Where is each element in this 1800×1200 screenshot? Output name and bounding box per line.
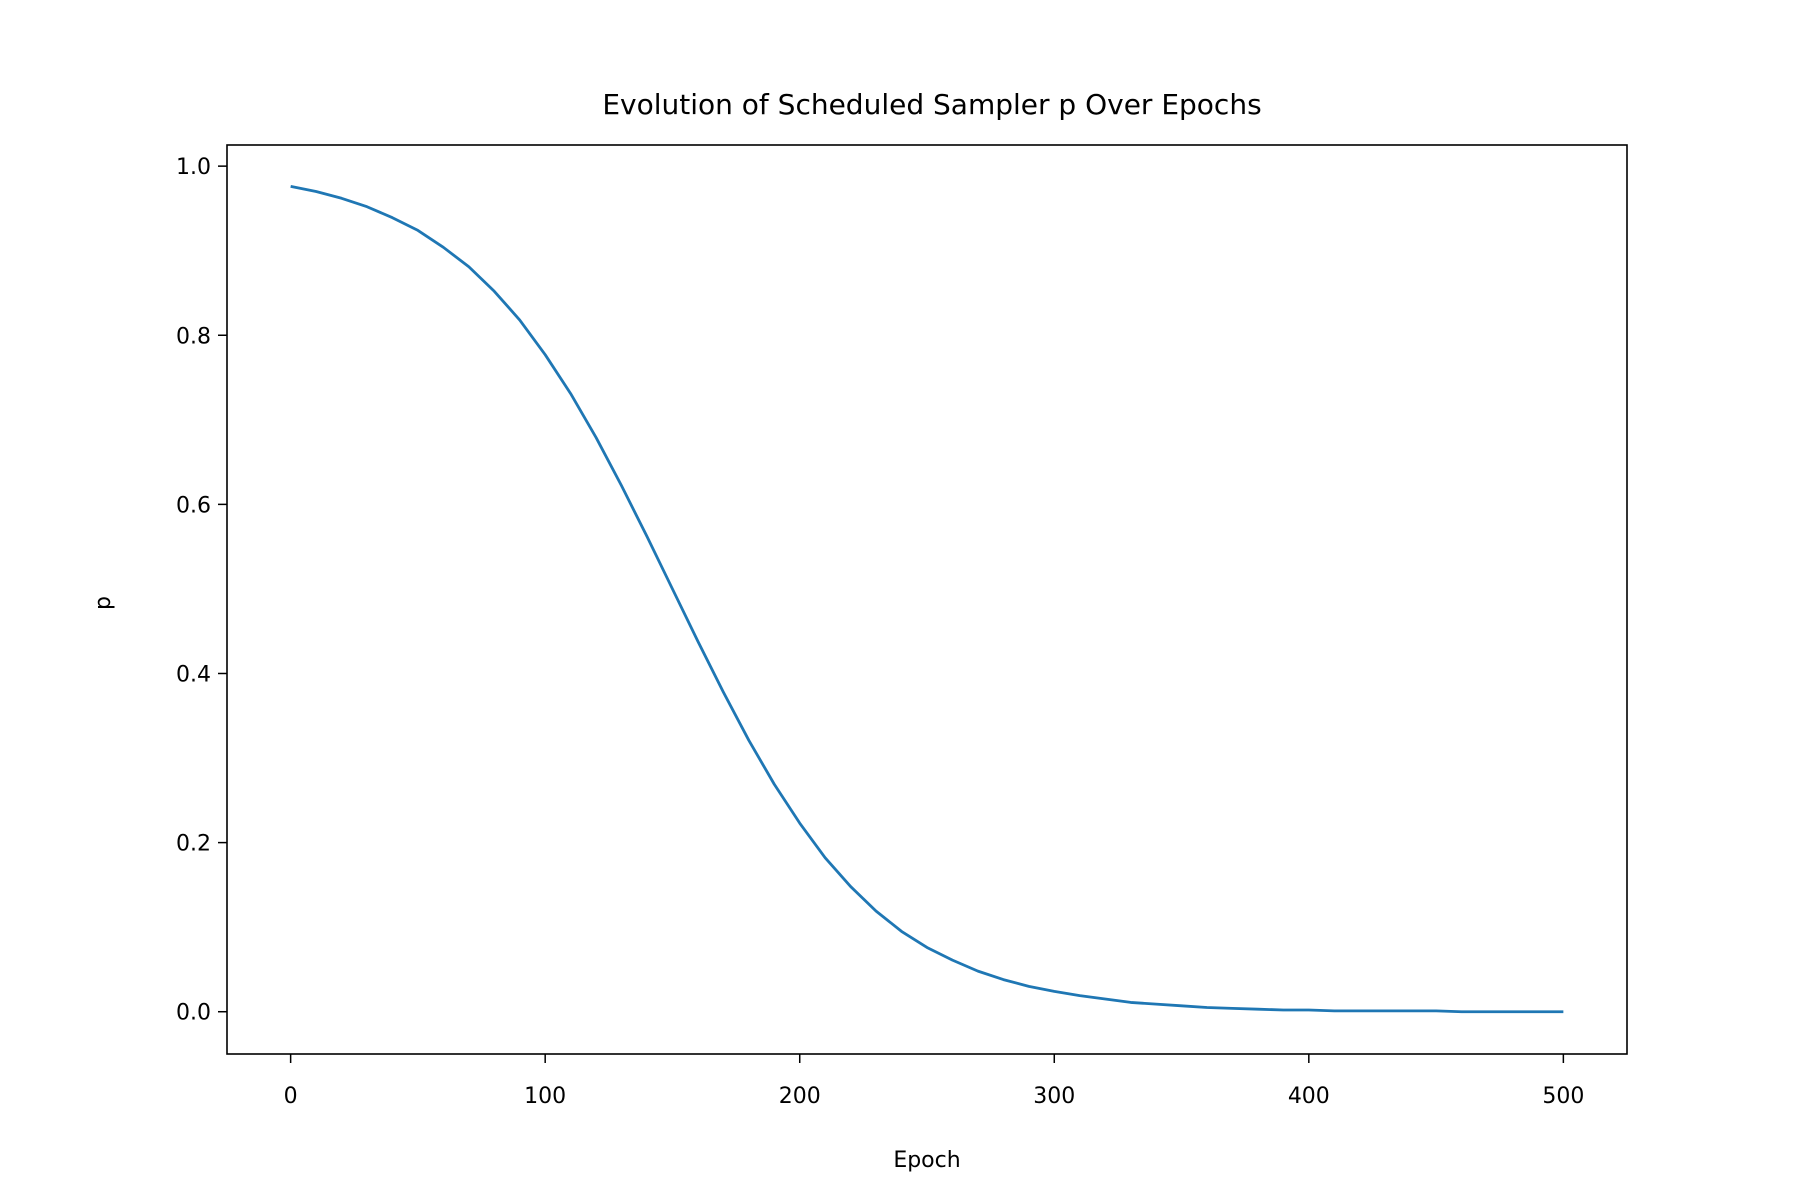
x-tick-label: 0 <box>284 1084 298 1109</box>
y-tick-label: 0.4 <box>176 662 211 687</box>
series-line <box>290 185 1564 1014</box>
y-axis-ticks: 0.0 0.2 0.4 0.6 0.8 1.0 <box>176 155 227 1026</box>
x-axis-label: Epoch <box>893 1148 960 1173</box>
plot-area <box>290 185 1564 1014</box>
x-tick-label: 100 <box>524 1084 566 1109</box>
y-tick-label: 0.6 <box>176 493 211 518</box>
x-tick-label: 300 <box>1033 1084 1075 1109</box>
y-axis-label: p <box>91 596 116 610</box>
y-tick-label: 1.0 <box>176 155 211 180</box>
y-tick-label: 0.8 <box>176 324 211 349</box>
y-tick-label: 0.2 <box>176 832 211 857</box>
x-tick-label: 500 <box>1542 1084 1584 1109</box>
chart-title: Evolution of Scheduled Sampler p Over Ep… <box>602 88 1261 121</box>
x-tick-label: 400 <box>1288 1084 1330 1109</box>
axes-frame <box>226 144 1628 1055</box>
x-tick-label: 200 <box>779 1084 821 1109</box>
x-axis-ticks: 0 100 200 300 400 500 <box>284 1054 1584 1109</box>
y-tick-label: 0.0 <box>176 1001 211 1026</box>
